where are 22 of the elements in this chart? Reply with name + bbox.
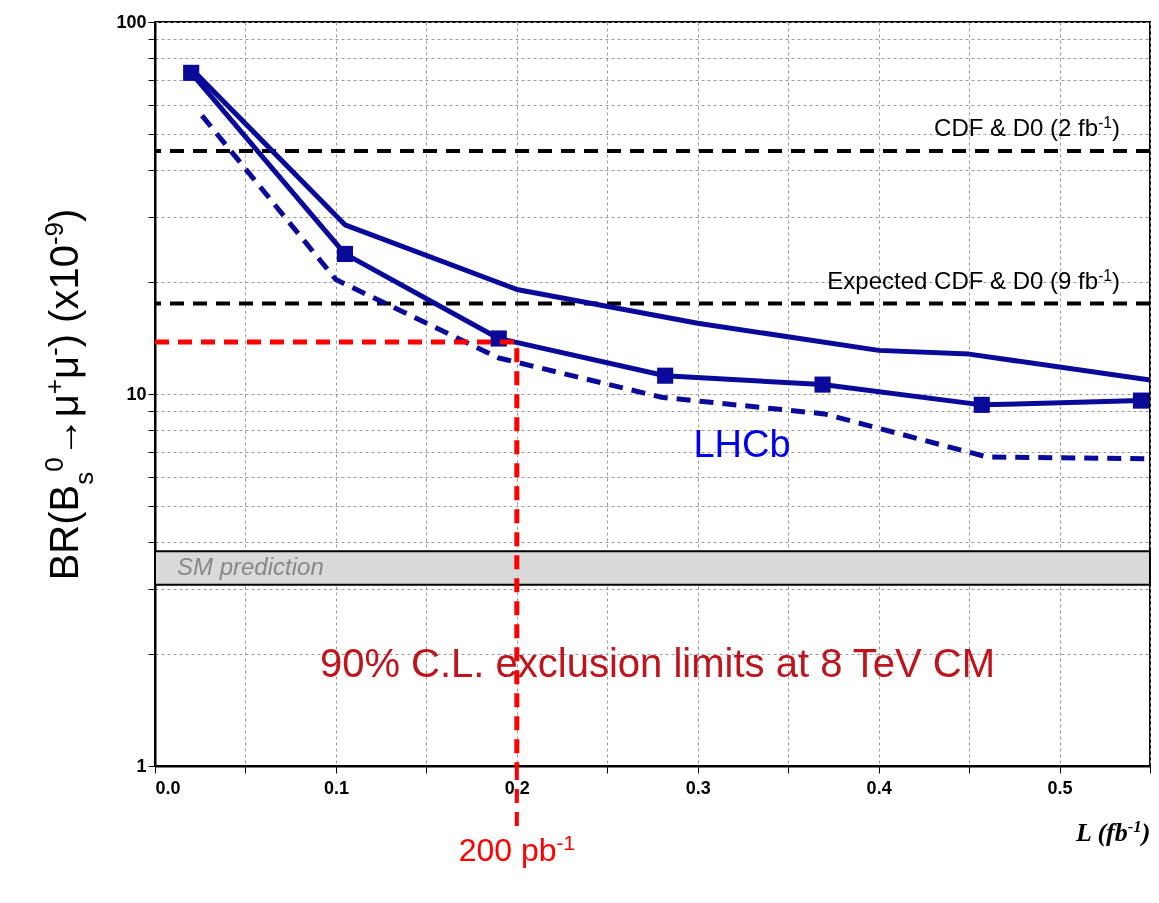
x-tick-label: 0.1 [323,777,349,798]
x-tick-label: 0.5 [1047,777,1073,798]
y-tick-label: 10 [126,383,147,404]
band-label: SM prediction [177,552,324,580]
ref-line-label: 200 pb$^{-1}$ [458,830,576,868]
point [1132,392,1150,409]
y-tick-label: 1 [136,755,147,776]
point [183,64,200,81]
y-tick-label: 100 [116,11,147,32]
x-tick-label: 0.4 [866,777,892,798]
point [814,376,831,393]
point [336,245,354,262]
point [657,367,674,384]
point [973,396,990,413]
ref-line-label: Expected CDF & D0 (9 fb$^{-1}$) [827,266,1120,294]
x-tick-label: 0.0 [155,777,181,798]
x-axis-title: L (fb$^{-1}$) [1075,816,1151,847]
annotation: LHCb [693,423,791,466]
ref-line-label: CDF & D0 (2 fb$^{-1}$) [934,113,1120,141]
annotation: 90% C.L. exclusion limits at 8 TeV CM [319,640,996,685]
x-tick-label: 0.3 [685,777,711,798]
x-tick-label: 0.2 [504,777,530,798]
